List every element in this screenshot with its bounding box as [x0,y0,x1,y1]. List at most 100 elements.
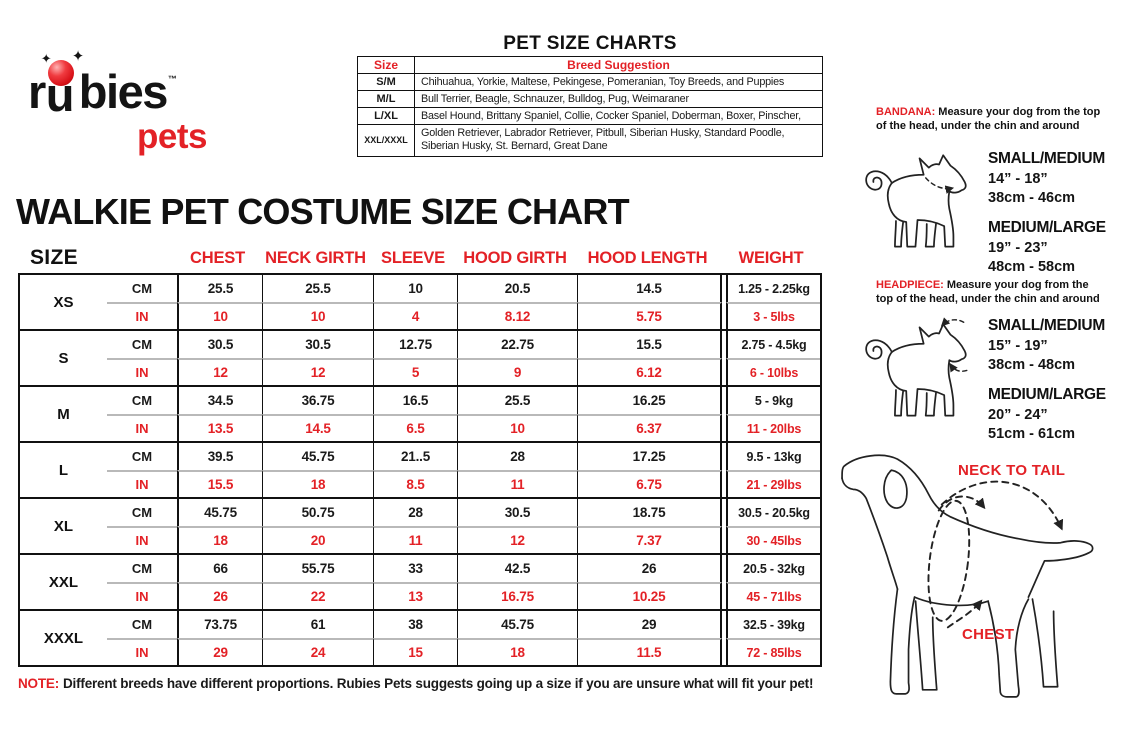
size-option-inches: 19” - 23” [988,240,1048,256]
unit-label: CM [131,617,153,632]
measurement-value: 10 [262,302,373,329]
bandana-instructions: Measure your dog from the top of the hea… [876,106,1101,132]
bandana-label: BANDANA: [876,106,936,118]
weight-value: 30.5 - 20.5kg [726,499,820,526]
size-option-inches: 20” - 24” [988,407,1048,423]
size-option-cm: 48cm - 58cm [988,259,1076,275]
size-option-name: SMALL/MEDIUM [988,150,1105,167]
chest-label: CHEST [962,626,1015,643]
measurement-value: 38 [373,611,457,638]
breed-row: S/M Chihuahua, Yorkie, Maltese, Pekingese… [357,73,823,91]
breed-row: XXL/XXXL Golden Retriever, Labrador Retri… [357,124,823,157]
measurement-value: 10 [373,275,457,302]
measurement-value: 34.5 [177,387,262,414]
headpiece-guide-heading: HEADPIECE: Measure your dog from the top … [876,279,1104,307]
unit-label: IN [107,582,177,609]
weight-value: 20.5 - 32kg [726,555,820,582]
weight-value: 45 - 71lbs [726,582,820,609]
measurement-value: 4 [373,302,457,329]
size-row: XL CM 45.75 50.75 28 30.5 18.75 30.5 - 20.5kg IN… [20,497,820,553]
measurement-value: 18 [177,526,262,553]
weight-value: 72 - 85lbs [726,638,820,665]
measurement-value: 30.5 [457,499,577,526]
weight-gap [722,331,726,385]
measurement-value: 16.75 [457,582,577,609]
headpiece-instructions: Measure your dog from the top of the hea… [876,279,1100,305]
measurement-value: 73.75 [177,611,262,638]
measurement-value: 39.5 [177,443,262,470]
size-label: M [57,405,70,423]
breed-header-row: Size Breed Suggestion [357,56,823,74]
measurement-value: 26 [577,555,722,582]
weight-gap [722,555,726,609]
note: NOTE: Different breeds have different pro… [18,676,813,691]
measurement-value: 18 [262,470,373,497]
measurement-dog-illustration [841,454,1094,698]
measurement-value: 7.37 [577,526,722,553]
unit-label: CM [131,393,153,408]
measurement-value: 9 [457,358,577,385]
measurement-value: 11.5 [577,638,722,665]
measurement-value: 5 [373,358,457,385]
headpiece-label: HEADPIECE: [876,279,944,291]
weight-value: 11 - 20lbs [726,414,820,441]
measurement-value: 15.5 [177,470,262,497]
page-title: WALKIE PET COSTUME SIZE CHART [16,191,630,232]
measurement-value: 16.5 [373,387,457,414]
neck-girth-column-header: NECK GIRTH [265,248,366,267]
measurement-value: 29 [177,638,262,665]
measurement-value: 66 [177,555,262,582]
unit-label: CM [131,337,153,352]
weight-value: 6 - 10lbs [726,358,820,385]
measurement-value: 10 [457,414,577,441]
breed-list-cell: Basel Hound, Brittany Spaniel, Collie, C… [414,107,823,125]
measurement-value: 6.5 [373,414,457,441]
weight-value: 21 - 29lbs [726,470,820,497]
size-table-body: XS CM 25.5 25.5 10 20.5 14.5 1.25 - 2.25kg IN 10 1… [18,273,822,667]
measurement-value: 15 [373,638,457,665]
measurement-value: 13 [373,582,457,609]
unit-label: IN [107,526,177,553]
measurement-value: 28 [373,499,457,526]
size-option-cm: 38cm - 46cm [988,190,1076,206]
unit-label: IN [107,414,177,441]
headpiece-sizes: SMALL/MEDIUM 15” - 19” 38cm - 48cm MEDIU… [988,317,1125,442]
breed-row: L/XL Basel Hound, Brittany Spaniel, Colli… [357,107,823,125]
brand-logo: r u ✦ ✦ bies ™ pets [28,49,210,154]
note-text: Different breeds have different proporti… [63,676,814,691]
measurement-value: 28 [457,443,577,470]
breed-size-cell: M/L [357,90,415,108]
measurement-value: 36.75 [262,387,373,414]
weight-gap [722,611,726,665]
measurement-value: 10 [177,302,262,329]
weight-gap [722,275,726,329]
breed-size-cell: XXL/XXXL [357,124,415,157]
measurement-value: 20.5 [457,275,577,302]
measurement-value: 61 [262,611,373,638]
unit-label: IN [107,358,177,385]
measurement-value: 45.75 [457,611,577,638]
weight-value: 3 - 5lbs [726,302,820,329]
measurement-value: 8.12 [457,302,577,329]
measurement-value: 6.37 [577,414,722,441]
weight-value: 9.5 - 13kg [726,443,820,470]
size-row: XXXL CM 73.75 61 38 45.75 29 32.5 - 39kg IN 29 24 1… [20,609,820,665]
neck-to-tail-label: NECK TO TAIL [958,462,1066,479]
measurement-value: 18 [457,638,577,665]
measurement-value: 11 [457,470,577,497]
sparkle-icon: ✦ [40,51,52,66]
measurement-value: 29 [577,611,722,638]
bandana-guide-heading: BANDANA: Measure your dog from the top of… [876,106,1104,134]
size-label: XS [53,293,74,311]
logo-u-ball: u ✦ ✦ [41,49,85,118]
measurement-value: 11 [373,526,457,553]
trademark-symbol: ™ [167,74,177,84]
size-option-cm: 38cm - 48cm [988,357,1076,373]
hood-girth-column-header: HOOD GIRTH [463,248,567,267]
bandana-sizes: SMALL/MEDIUM 14” - 18” 38cm - 46cm MEDIU… [988,150,1125,275]
size-label: L [58,461,69,479]
size-label: XXXL [43,629,84,647]
weight-value: 32.5 - 39kg [726,611,820,638]
measurement-value: 50.75 [262,499,373,526]
unit-label: IN [107,302,177,329]
